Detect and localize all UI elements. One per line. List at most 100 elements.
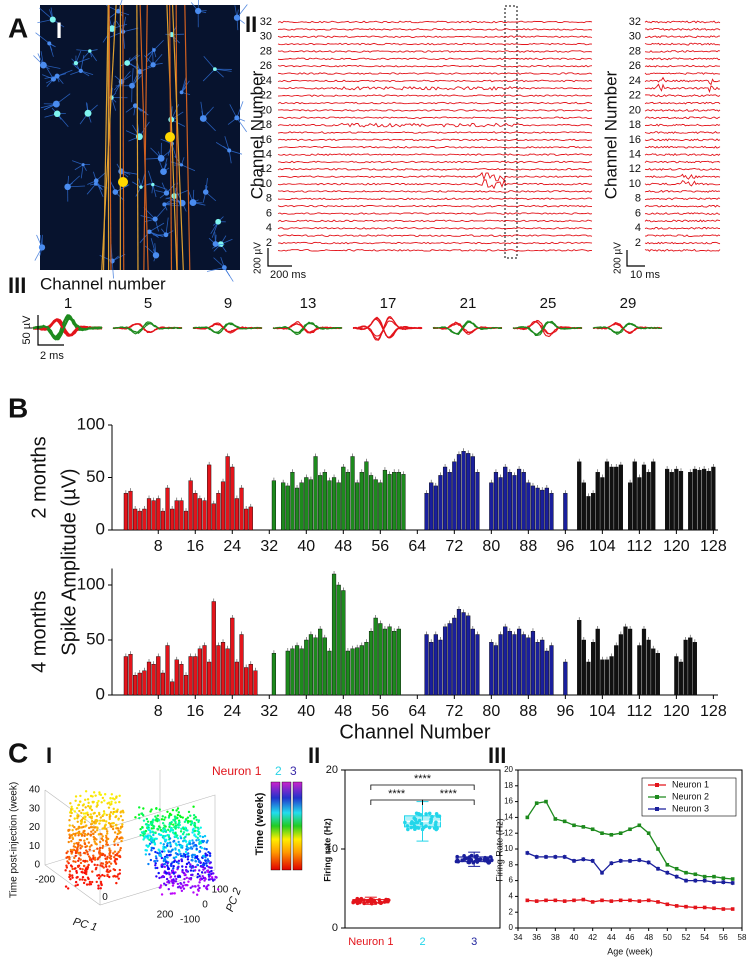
bar <box>170 681 175 696</box>
pca-point <box>171 892 174 895</box>
trace <box>644 108 721 112</box>
bar <box>364 642 369 696</box>
bar <box>378 482 383 531</box>
pca-point <box>73 867 76 870</box>
pca-point <box>106 843 109 846</box>
waveform <box>192 323 263 333</box>
pca-point <box>83 820 87 824</box>
panel-label: A <box>8 12 28 43</box>
bar <box>345 650 351 696</box>
pca-point <box>96 826 99 830</box>
bar <box>512 475 517 531</box>
pca-point <box>176 823 179 826</box>
bar <box>156 498 161 531</box>
y-tick-label: 0 <box>96 519 105 538</box>
pca-point <box>71 836 74 839</box>
pca-point <box>78 809 81 813</box>
pca-point <box>71 824 74 827</box>
trace <box>644 173 721 180</box>
pca-point <box>87 863 90 867</box>
y-tick-label: 26 <box>629 60 641 72</box>
y-axis-label: Channel Number <box>601 70 620 199</box>
dendrite <box>214 68 224 78</box>
probe-fiber <box>108 4 112 271</box>
cell <box>132 103 138 109</box>
bar <box>202 500 207 531</box>
pca-point <box>202 864 206 867</box>
pca-point <box>93 858 97 861</box>
bar <box>452 617 457 696</box>
colorbar-neuron: 3 <box>290 764 297 778</box>
bar <box>202 645 207 696</box>
bar <box>207 464 212 531</box>
pca-point <box>168 830 172 833</box>
jitter-dot <box>456 859 460 863</box>
pca-point <box>168 841 172 844</box>
cell <box>213 67 217 72</box>
marker <box>590 900 595 904</box>
pca-point <box>71 874 74 877</box>
significance: **** <box>414 773 432 785</box>
trace <box>277 160 593 164</box>
dendrite <box>152 47 154 65</box>
bar <box>299 482 304 531</box>
pca-point <box>72 832 75 836</box>
y-tick-label: 2 <box>509 907 514 916</box>
bar <box>609 466 614 531</box>
x-tick-label: 44 <box>607 933 616 942</box>
jitter-dot <box>462 857 467 861</box>
y-tick-label: 30 <box>629 31 641 43</box>
pca-point <box>184 818 188 821</box>
jitter-dot <box>429 819 433 823</box>
pca-point <box>91 826 95 829</box>
pca-point <box>113 855 116 859</box>
pca-point <box>179 836 183 840</box>
bar <box>461 612 466 696</box>
marker <box>665 870 670 875</box>
pca-point <box>181 816 184 819</box>
marker <box>628 898 632 903</box>
pca-point <box>182 831 186 834</box>
pca-point <box>177 826 180 829</box>
cell <box>212 241 219 247</box>
pca-point <box>145 817 149 821</box>
significance-bracket <box>370 799 423 805</box>
dendrite <box>86 183 97 195</box>
y-tick-label: 22 <box>260 90 272 102</box>
pca-point <box>100 882 103 885</box>
dendrite <box>147 170 154 185</box>
pca-point <box>97 884 100 887</box>
pca-point <box>69 877 72 881</box>
bar <box>220 481 226 531</box>
panel-label: II <box>308 743 320 768</box>
bar <box>151 664 156 696</box>
marker <box>534 855 539 859</box>
pca-point <box>107 870 110 874</box>
pca-point <box>84 806 87 809</box>
pca-point <box>149 810 152 813</box>
pca-point <box>121 837 124 840</box>
bar <box>498 477 503 531</box>
dendrite <box>152 184 157 198</box>
pca-point <box>119 846 122 850</box>
pca-point <box>105 861 108 864</box>
waveform <box>592 323 663 333</box>
jitter-dot <box>430 814 434 819</box>
pca-point <box>187 880 190 883</box>
pca-point <box>186 816 190 819</box>
bar <box>216 645 221 696</box>
pca-point <box>69 874 72 878</box>
dendrite <box>206 267 225 272</box>
pca-point <box>181 840 185 843</box>
pca-point <box>174 832 177 835</box>
colorbar <box>292 781 303 871</box>
bar <box>669 472 674 531</box>
marker <box>674 866 679 871</box>
panel-label: II <box>245 12 257 37</box>
pca-point <box>163 850 166 853</box>
pca-point <box>186 820 190 823</box>
cell <box>195 7 202 15</box>
x-tick-label: 24 <box>223 703 241 720</box>
trace <box>277 145 593 149</box>
bar <box>466 615 471 696</box>
